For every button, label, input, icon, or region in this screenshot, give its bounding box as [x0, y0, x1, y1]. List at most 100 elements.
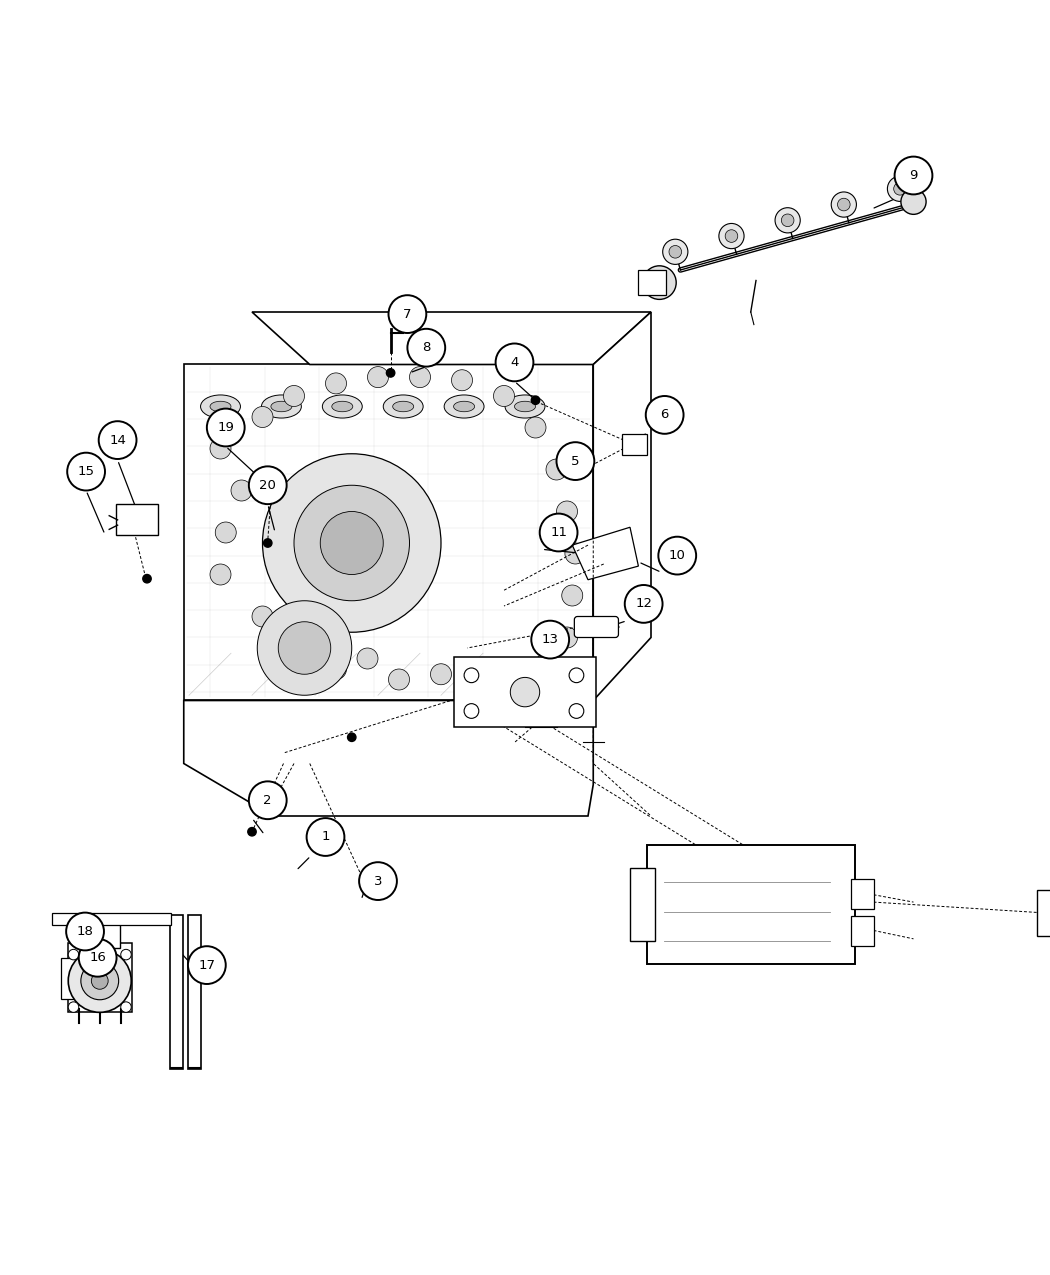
Circle shape: [565, 543, 586, 564]
Circle shape: [430, 664, 452, 685]
Circle shape: [452, 370, 472, 390]
Circle shape: [781, 214, 794, 227]
Circle shape: [531, 621, 569, 658]
Ellipse shape: [271, 402, 292, 412]
Circle shape: [525, 417, 546, 439]
Circle shape: [388, 296, 426, 333]
FancyBboxPatch shape: [850, 878, 874, 909]
Circle shape: [326, 658, 346, 680]
Circle shape: [284, 385, 304, 407]
Circle shape: [249, 467, 287, 504]
Circle shape: [262, 454, 441, 632]
Text: 19: 19: [217, 421, 234, 434]
Circle shape: [658, 537, 696, 575]
Circle shape: [838, 198, 851, 210]
Circle shape: [546, 459, 567, 479]
Circle shape: [531, 397, 540, 404]
Ellipse shape: [514, 402, 536, 412]
Circle shape: [663, 240, 688, 264]
Text: 8: 8: [422, 342, 430, 354]
Circle shape: [357, 648, 378, 669]
Circle shape: [496, 343, 533, 381]
Text: 13: 13: [542, 634, 559, 646]
Circle shape: [556, 501, 578, 521]
FancyBboxPatch shape: [61, 958, 78, 998]
Polygon shape: [184, 365, 593, 700]
Circle shape: [359, 862, 397, 900]
Polygon shape: [593, 312, 651, 700]
Circle shape: [264, 539, 272, 547]
Circle shape: [895, 157, 932, 194]
Circle shape: [719, 223, 744, 249]
Circle shape: [669, 246, 681, 258]
Circle shape: [556, 442, 594, 479]
Circle shape: [121, 1002, 131, 1012]
Circle shape: [386, 368, 395, 377]
Circle shape: [68, 1002, 79, 1012]
Polygon shape: [184, 700, 593, 816]
Circle shape: [646, 397, 684, 434]
Circle shape: [562, 585, 583, 606]
Circle shape: [536, 653, 556, 674]
Circle shape: [504, 669, 525, 690]
Text: 14: 14: [109, 434, 126, 446]
FancyBboxPatch shape: [68, 944, 132, 1012]
Circle shape: [252, 606, 273, 627]
Polygon shape: [252, 312, 651, 365]
Circle shape: [625, 585, 663, 622]
FancyBboxPatch shape: [622, 434, 647, 455]
Ellipse shape: [322, 395, 362, 418]
Circle shape: [68, 950, 131, 1012]
FancyBboxPatch shape: [84, 921, 120, 949]
Circle shape: [307, 819, 344, 856]
Circle shape: [252, 407, 273, 427]
Circle shape: [407, 329, 445, 367]
FancyBboxPatch shape: [266, 788, 282, 801]
Circle shape: [901, 189, 926, 214]
Circle shape: [249, 782, 287, 819]
Text: 16: 16: [89, 951, 106, 964]
Circle shape: [67, 453, 105, 491]
Circle shape: [91, 973, 108, 989]
Circle shape: [410, 367, 430, 388]
FancyBboxPatch shape: [170, 914, 183, 1068]
Text: 4: 4: [510, 356, 519, 368]
Circle shape: [348, 733, 356, 742]
Text: 9: 9: [909, 170, 918, 182]
Text: 6: 6: [660, 408, 669, 422]
Circle shape: [210, 564, 231, 585]
Circle shape: [79, 938, 117, 977]
Text: 7: 7: [403, 307, 412, 320]
Text: 5: 5: [571, 455, 580, 468]
Ellipse shape: [201, 395, 240, 418]
Circle shape: [320, 511, 383, 575]
FancyBboxPatch shape: [454, 658, 596, 727]
Circle shape: [569, 704, 584, 718]
FancyBboxPatch shape: [630, 868, 655, 941]
FancyBboxPatch shape: [1037, 890, 1050, 936]
Ellipse shape: [505, 395, 545, 418]
FancyBboxPatch shape: [188, 914, 201, 1068]
Text: 18: 18: [77, 924, 93, 938]
Circle shape: [294, 486, 410, 601]
Circle shape: [66, 913, 104, 950]
Circle shape: [188, 946, 226, 984]
Text: 2: 2: [264, 794, 272, 807]
Circle shape: [210, 439, 231, 459]
Text: 12: 12: [635, 598, 652, 611]
Circle shape: [832, 193, 857, 217]
Ellipse shape: [393, 402, 414, 412]
Ellipse shape: [332, 402, 353, 412]
Circle shape: [569, 668, 584, 682]
Ellipse shape: [261, 395, 301, 418]
Ellipse shape: [444, 395, 484, 418]
Ellipse shape: [383, 395, 423, 418]
Circle shape: [284, 648, 304, 669]
Text: 3: 3: [374, 875, 382, 887]
FancyBboxPatch shape: [574, 617, 618, 638]
Circle shape: [887, 176, 912, 201]
Circle shape: [121, 950, 131, 960]
Text: 15: 15: [78, 465, 94, 478]
Circle shape: [464, 704, 479, 718]
Circle shape: [278, 622, 331, 674]
